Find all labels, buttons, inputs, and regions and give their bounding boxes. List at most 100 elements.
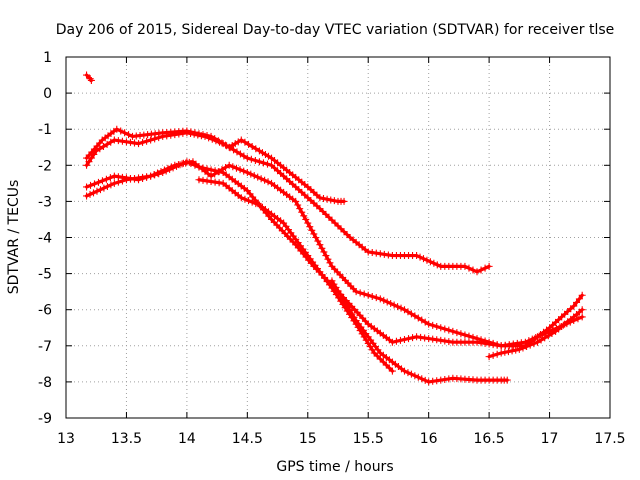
data-point xyxy=(515,345,523,353)
data-point xyxy=(441,325,449,333)
series-line xyxy=(84,160,584,348)
data-series xyxy=(83,71,586,386)
data-point xyxy=(473,335,481,343)
data-point xyxy=(501,348,509,356)
data-point xyxy=(512,346,520,354)
data-point xyxy=(150,171,158,179)
series-line xyxy=(84,160,584,348)
x-tick-label: 13 xyxy=(57,431,75,447)
data-point xyxy=(83,161,91,169)
data-point xyxy=(237,194,245,202)
series-arc-2 xyxy=(83,125,348,205)
data-point xyxy=(178,160,186,168)
data-point xyxy=(159,132,167,140)
data-point xyxy=(544,332,552,340)
data-point xyxy=(114,137,122,145)
data-point xyxy=(376,295,384,303)
data-point xyxy=(122,138,130,146)
data-point xyxy=(93,187,101,195)
data-point xyxy=(360,290,368,298)
data-point xyxy=(207,166,215,174)
data-point xyxy=(257,175,265,183)
data-point xyxy=(433,323,441,331)
data-point xyxy=(337,225,345,233)
data-point xyxy=(400,335,408,343)
data-point xyxy=(232,164,240,172)
data-point xyxy=(423,256,431,264)
data-point xyxy=(248,198,256,206)
x-tick-label: 17 xyxy=(541,431,559,447)
data-point xyxy=(504,348,512,356)
data-point xyxy=(574,315,582,323)
data-point xyxy=(433,261,441,269)
data-point xyxy=(171,161,179,169)
data-point xyxy=(425,378,433,386)
data-point xyxy=(251,156,259,164)
series-line xyxy=(487,308,584,359)
data-point xyxy=(131,139,139,147)
data-point xyxy=(388,367,396,375)
data-point xyxy=(322,252,330,260)
data-point xyxy=(373,352,381,360)
data-point xyxy=(254,173,262,181)
data-point xyxy=(195,176,203,184)
data-point xyxy=(96,186,104,194)
data-point xyxy=(236,166,244,174)
x-tick-label: 15 xyxy=(299,431,317,447)
data-point xyxy=(107,138,115,146)
data-point xyxy=(461,262,469,270)
x-tick-label: 17.5 xyxy=(594,431,625,447)
data-point xyxy=(126,138,134,146)
data-point xyxy=(477,266,485,274)
data-point xyxy=(437,336,445,344)
data-point xyxy=(340,197,348,205)
data-point xyxy=(481,264,489,272)
data-point xyxy=(330,197,338,205)
y-tick-label: -2 xyxy=(38,158,52,174)
data-point xyxy=(85,158,93,166)
data-point xyxy=(296,205,304,213)
data-point xyxy=(207,178,215,186)
data-point xyxy=(174,161,182,169)
y-axis-label: SDTVAR / TECUs xyxy=(6,180,22,295)
data-point xyxy=(575,295,583,303)
data-point xyxy=(216,138,224,146)
data-point xyxy=(113,125,121,133)
series-arc-3 xyxy=(83,129,493,276)
data-point xyxy=(194,131,202,139)
data-point xyxy=(316,241,324,249)
data-point xyxy=(437,324,445,332)
data-point xyxy=(429,377,437,385)
data-point xyxy=(425,320,433,328)
data-point xyxy=(259,159,267,167)
data-point xyxy=(396,336,404,344)
data-point xyxy=(126,175,134,183)
data-point xyxy=(414,373,422,381)
series-arc-5 xyxy=(83,158,586,350)
data-point xyxy=(376,250,384,258)
data-point xyxy=(302,215,310,223)
data-point xyxy=(201,132,209,140)
data-point xyxy=(327,196,335,204)
data-point xyxy=(413,252,421,260)
data-point xyxy=(319,195,327,203)
data-point xyxy=(449,327,457,335)
data-point xyxy=(229,163,237,171)
data-point xyxy=(429,335,437,343)
data-point xyxy=(243,169,251,177)
data-point xyxy=(218,166,226,174)
data-point xyxy=(489,339,497,347)
data-point xyxy=(340,228,348,236)
data-point xyxy=(379,358,387,366)
data-point xyxy=(83,71,91,79)
chart-title: Day 206 of 2015, Sidereal Day-to-day VTE… xyxy=(56,22,615,38)
data-point xyxy=(306,223,314,231)
data-point xyxy=(413,333,421,341)
data-point xyxy=(247,170,255,178)
data-point xyxy=(160,166,168,174)
data-point xyxy=(387,300,395,308)
data-point xyxy=(430,259,438,267)
data-point xyxy=(222,163,230,171)
data-point xyxy=(400,367,408,375)
